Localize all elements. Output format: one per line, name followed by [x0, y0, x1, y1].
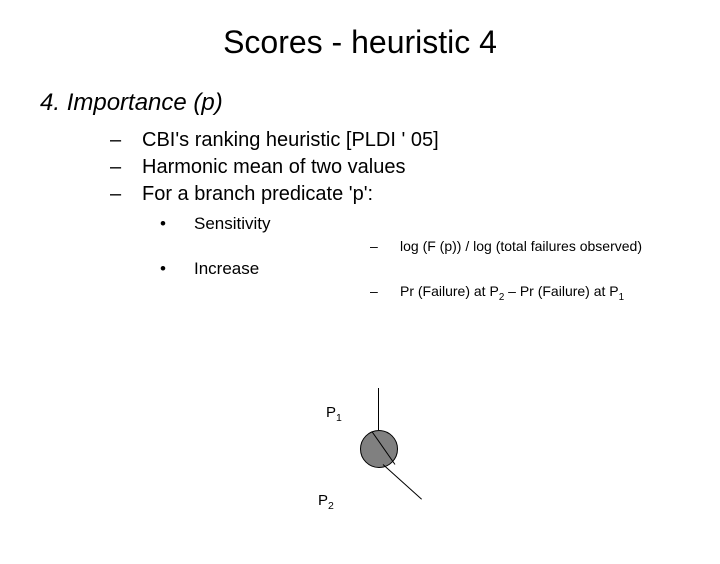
sub-item-text: CBI's ranking heuristic [PLDI ' 05] — [142, 127, 439, 154]
formula-text: log (F (p)) / log (total failures observ… — [400, 236, 642, 257]
slide-title: Scores - heuristic 4 — [0, 24, 720, 61]
sub-item: – CBI's ranking heuristic [PLDI ' 05] — [110, 127, 720, 154]
sub-item-text: For a branch predicate 'p': — [142, 181, 373, 208]
bullet-item: • Sensitivity — [160, 212, 720, 236]
item-label: Importance (p) — [67, 89, 223, 116]
bullet-item: • Increase — [160, 257, 720, 281]
bullet-icon: • — [160, 257, 170, 281]
dash-icon: – — [370, 236, 382, 257]
formula-text: Pr (Failure) at P2 – Pr (Failure) at P1 — [400, 281, 624, 305]
bullet-label: Increase — [194, 257, 259, 281]
dash-icon: – — [110, 154, 124, 181]
edge-right — [383, 464, 422, 500]
bullet-list: • Sensitivity – log (F (p)) / log (total… — [160, 212, 720, 305]
sub-list: – CBI's ranking heuristic [PLDI ' 05] – … — [110, 127, 720, 208]
item-number: 4. — [40, 89, 60, 116]
formula: – log (F (p)) / log (total failures obse… — [370, 236, 720, 257]
formula: – Pr (Failure) at P2 – Pr (Failure) at P… — [370, 281, 720, 305]
sub-item-text: Harmonic mean of two values — [142, 154, 405, 181]
bullet-icon: • — [160, 212, 170, 236]
edge-in — [378, 388, 379, 430]
dash-icon: – — [370, 281, 382, 305]
p2-label: P2 — [318, 492, 334, 512]
p1-label: P1 — [326, 404, 342, 424]
sub-item: – Harmonic mean of two values — [110, 154, 720, 181]
dash-icon: – — [110, 181, 124, 208]
numbered-item: 4. Importance (p) — [40, 89, 720, 117]
bullet-label: Sensitivity — [194, 212, 271, 236]
sub-item: – For a branch predicate 'p': — [110, 181, 720, 208]
branch-diagram: P1 P2 — [310, 384, 490, 544]
dash-icon: – — [110, 127, 124, 154]
